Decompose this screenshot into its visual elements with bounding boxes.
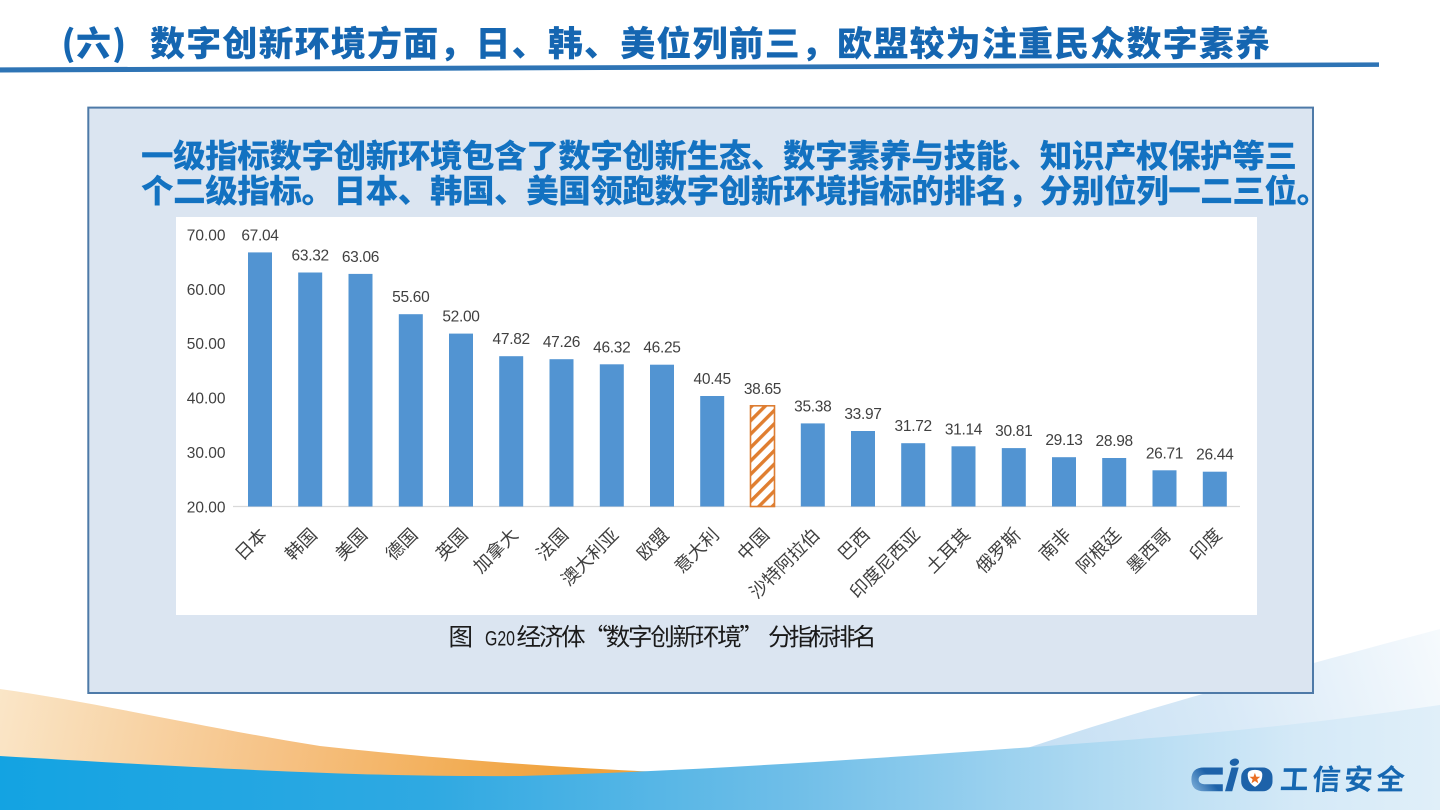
svg-text:60.00: 60.00 [187, 282, 226, 299]
svg-text:20.00: 20.00 [187, 499, 226, 516]
svg-text:29.13: 29.13 [1045, 432, 1082, 449]
svg-text:67.04: 67.04 [241, 227, 279, 244]
svg-text:70.00: 70.00 [187, 228, 226, 245]
svg-text:40.45: 40.45 [694, 371, 731, 388]
svg-text:31.72: 31.72 [895, 418, 932, 435]
svg-text:46.32: 46.32 [593, 339, 630, 356]
svg-text:47.26: 47.26 [543, 334, 580, 351]
svg-text:G20: G20 [485, 627, 515, 651]
svg-text:30.00: 30.00 [187, 445, 226, 462]
svg-text:33.97: 33.97 [844, 406, 881, 423]
svg-text:26.71: 26.71 [1146, 445, 1183, 462]
svg-text:26.44: 26.44 [1196, 447, 1234, 464]
svg-text:55.60: 55.60 [392, 289, 430, 306]
svg-text:47.82: 47.82 [493, 331, 530, 348]
svg-text:30.81: 30.81 [995, 423, 1032, 440]
svg-text:46.25: 46.25 [643, 340, 680, 357]
svg-text:50.00: 50.00 [187, 336, 226, 353]
svg-text:38.65: 38.65 [744, 381, 781, 398]
svg-text:40.00: 40.00 [187, 391, 226, 408]
svg-text:31.14: 31.14 [945, 421, 983, 438]
svg-text:28.98: 28.98 [1096, 433, 1133, 450]
svg-text:35.38: 35.38 [794, 398, 831, 415]
svg-text:63.06: 63.06 [342, 249, 379, 266]
svg-text:63.32: 63.32 [292, 248, 329, 265]
svg-text:52.00: 52.00 [442, 309, 480, 326]
